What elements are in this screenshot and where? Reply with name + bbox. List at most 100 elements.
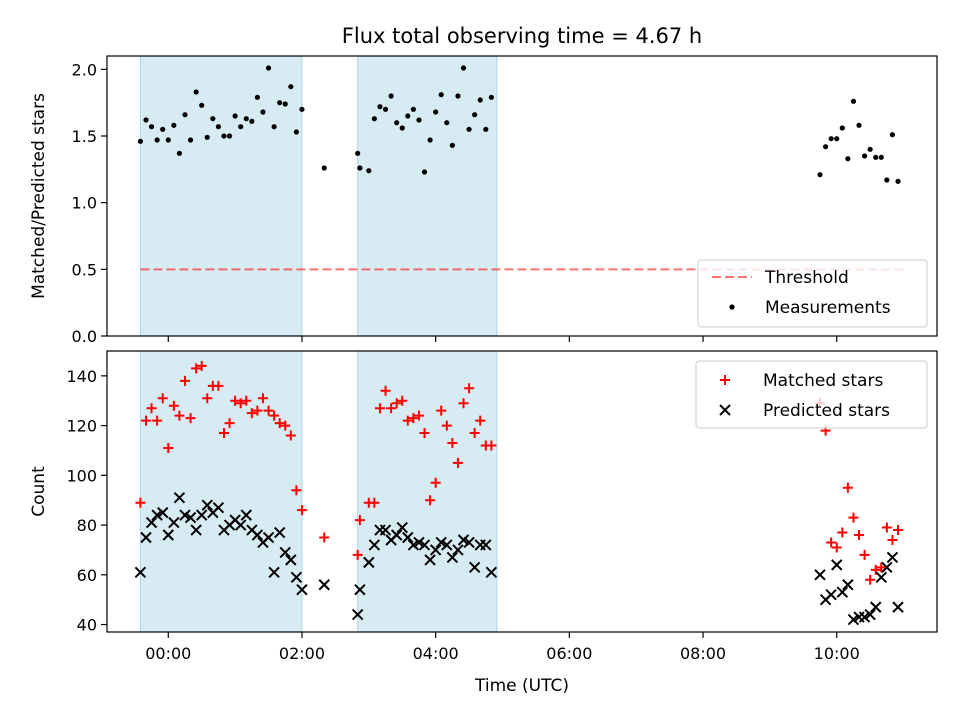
predicted-star-point: [814, 569, 826, 581]
matched-star-point: [269, 410, 280, 421]
measurement-point: [416, 117, 422, 123]
y-tick-label: 120: [66, 417, 97, 436]
matched-star-point: [837, 527, 848, 538]
predicted-star-point: [390, 529, 403, 541]
measurement-point: [187, 137, 194, 143]
measurement-point: [293, 129, 299, 135]
predicted-star-point: [134, 566, 147, 579]
legend-predicted-label: Predicted stars: [763, 401, 890, 421]
legend-box: [695, 360, 928, 429]
measurement-point: [856, 122, 862, 128]
matched-star-point: [380, 385, 391, 396]
measurement-point: [137, 138, 144, 144]
y-tick-label: 140: [66, 367, 97, 386]
matched-star-point: [202, 393, 213, 404]
matched-star-point: [452, 457, 463, 468]
predicted-star-point: [351, 608, 364, 621]
observing-window: [139, 350, 303, 633]
matched-star-point: [881, 522, 892, 533]
y-tick-label: 100: [66, 466, 97, 485]
predicted-star-point: [168, 516, 180, 529]
measurement-point: [477, 97, 483, 103]
measurement-point: [371, 116, 377, 122]
predicted-star-point: [485, 566, 498, 579]
matched-star-point: [252, 405, 263, 416]
measurement-point: [850, 98, 857, 104]
predicted-star-point: [881, 561, 893, 574]
matched-star-point: [441, 420, 452, 431]
matched-star-point: [475, 415, 486, 426]
measurement-point: [828, 136, 834, 142]
predicted-star-point: [184, 511, 197, 524]
matched-star-point: [842, 482, 853, 493]
matched-star-point: [436, 405, 447, 416]
measurement-point: [472, 112, 478, 118]
predicted-star-point: [842, 579, 854, 591]
legend-matched-swatch: [720, 375, 730, 385]
legend-predicted-swatch: [719, 404, 731, 416]
y-tick-label: 0.5: [72, 260, 97, 279]
measurement-point: [171, 122, 177, 128]
matched-star-point: [369, 497, 380, 508]
measurement-point: [394, 120, 400, 126]
matched-star-point: [430, 477, 441, 488]
matched-star-point: [191, 363, 202, 374]
matched-star-point: [870, 564, 881, 575]
matched-star-point: [135, 497, 146, 508]
measurement-point: [154, 137, 160, 143]
predicted-star-point: [212, 501, 225, 514]
measurement-point: [421, 169, 428, 175]
measurement-point: [405, 113, 411, 119]
measurement-point: [399, 125, 405, 131]
matched-star-point: [413, 410, 424, 421]
predicted-star-point: [195, 509, 208, 521]
predicted-star-point: [870, 601, 882, 613]
legend-box: [697, 259, 928, 328]
predicted-star-point: [825, 588, 837, 601]
predicted-star-point: [296, 584, 308, 596]
predicted-star-point: [864, 608, 876, 621]
y-tick-label: 40: [77, 616, 97, 635]
predicted-star-point: [396, 521, 408, 534]
matched-star-point: [185, 413, 196, 424]
matched-star-point: [469, 428, 480, 439]
matched-star-point: [354, 515, 365, 526]
predicted-star-point: [190, 524, 202, 536]
matched-star-point: [152, 415, 163, 426]
y-tick-label: 60: [77, 566, 97, 585]
matched-star-point: [257, 393, 268, 404]
predicted-star-point: [418, 539, 431, 551]
matched-star-point: [397, 395, 408, 406]
measurement-point: [260, 109, 266, 115]
matched-star-point: [876, 562, 887, 573]
matched-star-point: [246, 408, 257, 419]
x-tick-label: 02:00: [279, 644, 325, 663]
y-tick-label: 1.5: [72, 127, 97, 146]
y-tick-label: 1.0: [72, 194, 97, 213]
measurement-point: [271, 124, 277, 130]
measurement-point: [215, 124, 222, 130]
measurement-point: [160, 126, 166, 132]
measurement-point: [388, 93, 394, 99]
observing-window: [357, 55, 498, 337]
predicted-star-point: [368, 539, 381, 551]
matched-star-point: [196, 360, 207, 371]
measurement-point: [488, 94, 494, 100]
measurement-point: [466, 126, 472, 132]
measurement-point: [822, 144, 829, 150]
measurement-point: [366, 168, 372, 174]
matched-star-point: [374, 403, 385, 414]
measurement-point: [288, 84, 294, 90]
matched-star-point: [146, 403, 157, 414]
measurement-point: [232, 113, 238, 119]
matched-star-point: [386, 403, 397, 414]
measurement-point: [817, 172, 823, 178]
observing-window: [357, 350, 498, 633]
measurement-point: [193, 89, 199, 95]
measurement-point: [483, 126, 489, 132]
matched-star-point: [458, 398, 469, 409]
x-axis-label: Time (UTC): [474, 676, 569, 696]
predicted-star-point: [379, 524, 392, 536]
measurement-point: [165, 137, 171, 143]
